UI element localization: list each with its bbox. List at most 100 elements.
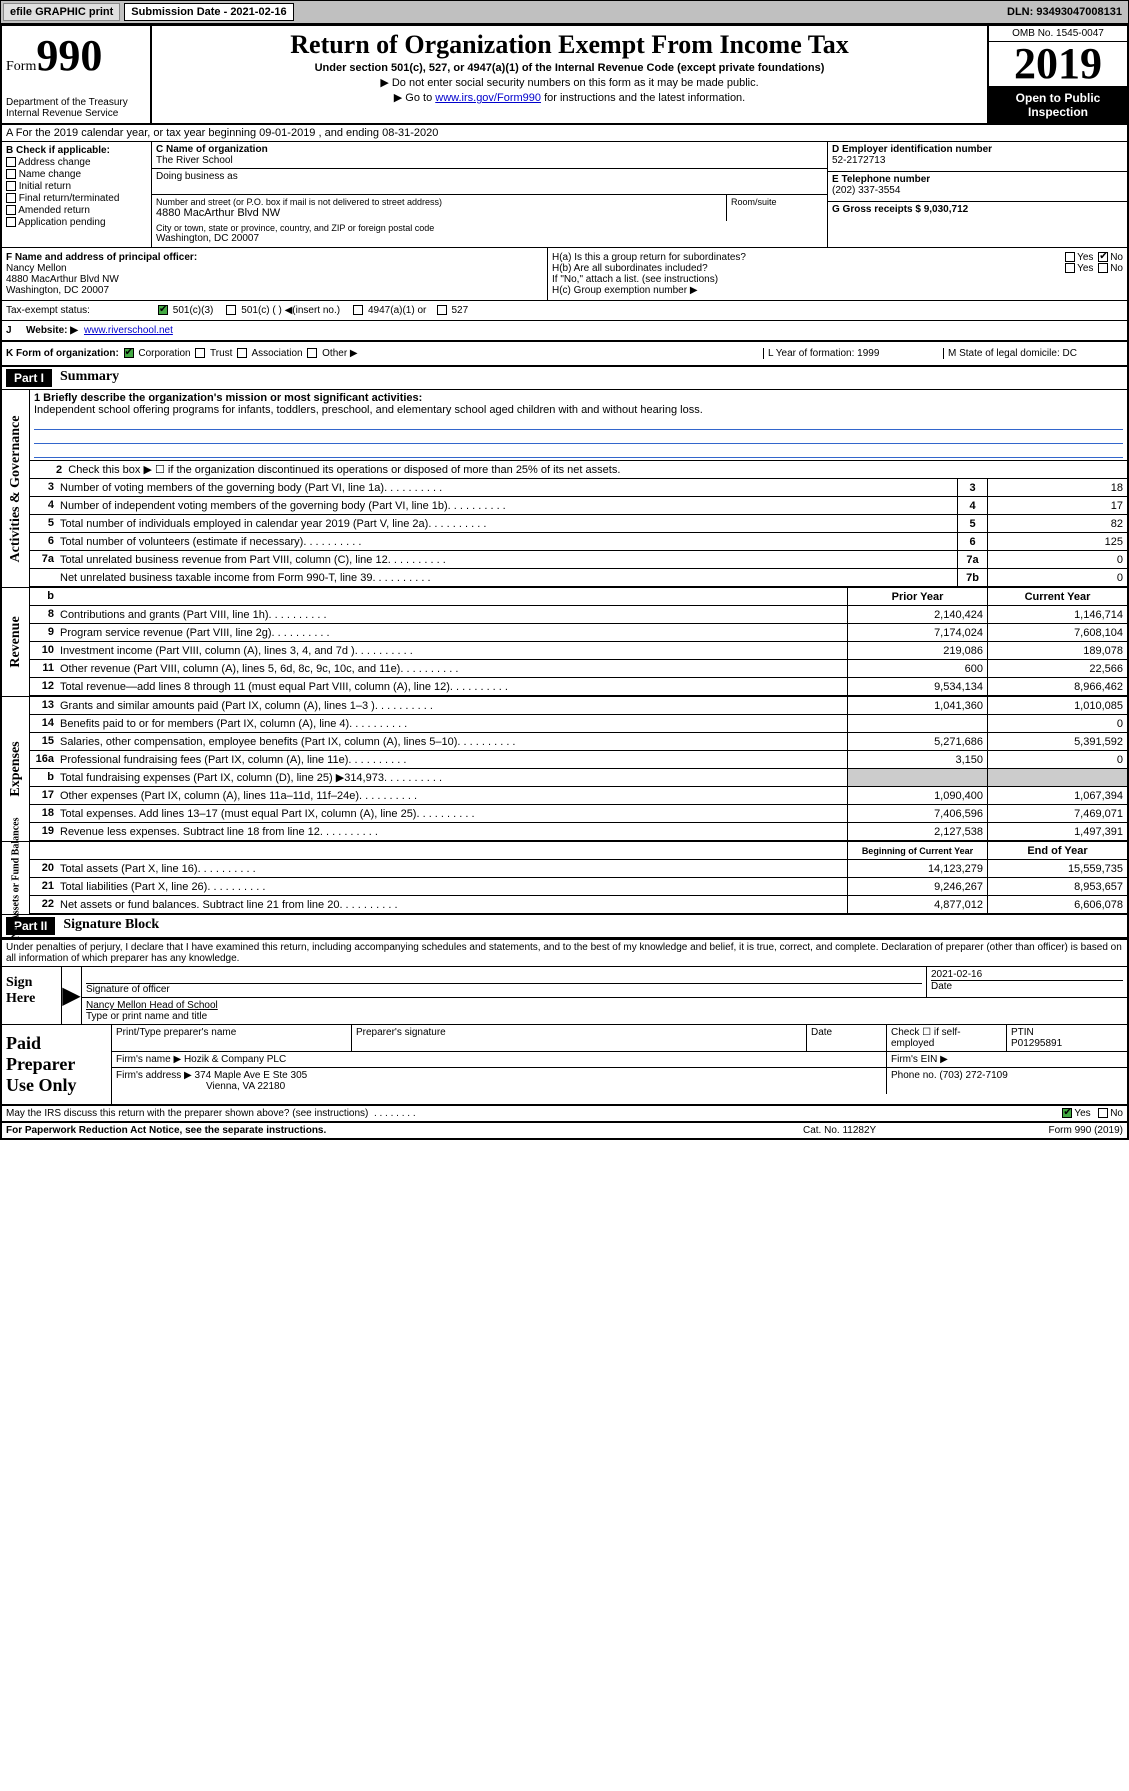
sign-arrow-icon: ▶ [62, 967, 82, 1024]
chk-amended[interactable]: Amended return [6, 205, 147, 216]
line-2: 2 Check this box ▶ ☐ if the organization… [30, 461, 1127, 479]
officer-addr1: 4880 MacArthur Blvd NW [6, 274, 543, 285]
irs-link[interactable]: www.irs.gov/Form990 [435, 92, 541, 104]
summary-line: 22Net assets or fund balances. Subtract … [30, 896, 1127, 914]
instructions-note: ▶ Go to www.irs.gov/Form990 for instruct… [158, 91, 981, 104]
tax-status-row: Tax-exempt status: 501(c)(3) 501(c) ( ) … [2, 301, 1127, 321]
entity-block: B Check if applicable: Address change Na… [2, 142, 1127, 248]
org-name-cell: C Name of organization The River School [152, 142, 827, 169]
officer-addr2: Washington, DC 20007 [6, 285, 543, 296]
summary-line: 13Grants and similar amounts paid (Part … [30, 697, 1127, 715]
prep-date-label: Date [807, 1025, 887, 1051]
summary-line: 4Number of independent voting members of… [30, 497, 1127, 515]
phone-cell: E Telephone number (202) 337-3554 [828, 172, 1127, 202]
part2-header: Part II Signature Block [2, 915, 1127, 938]
dln-label: DLN: 93493047008131 [1007, 6, 1126, 18]
firm-addr-cell: Firm's address ▶ 374 Maple Ave E Ste 305… [112, 1068, 887, 1094]
section-b-label: B Check if applicable: [6, 145, 147, 156]
discuss-row: May the IRS discuss this return with the… [2, 1106, 1127, 1123]
col-headers-rev: b Prior Year Current Year [30, 588, 1127, 606]
address-row: Number and street (or P.O. box if mail i… [152, 195, 827, 221]
dba-cell: Doing business as [152, 169, 827, 195]
paid-preparer-label: Paid Preparer Use Only [2, 1025, 112, 1104]
sig-officer-label: Signature of officer [86, 983, 922, 995]
ptin-cell: PTINP01295891 [1007, 1025, 1127, 1051]
summary-line: 11Other revenue (Part VIII, column (A), … [30, 660, 1127, 678]
form-number-footer: Form 990 (2019) [983, 1125, 1123, 1136]
hc-row: H(c) Group exemption number ▶ [552, 285, 1123, 296]
side-tab-na: Net Assets or Fund Balances [10, 818, 21, 939]
summary-line: 17Other expenses (Part IX, column (A), l… [30, 787, 1127, 805]
summary-line: 7aTotal unrelated business revenue from … [30, 551, 1127, 569]
summary-line: 14Benefits paid to or for members (Part … [30, 715, 1127, 733]
ssn-note: ▶ Do not enter social security numbers o… [158, 76, 981, 89]
summary-line: 16aProfessional fundraising fees (Part I… [30, 751, 1127, 769]
gross-receipts: G Gross receipts $ 9,030,712 [828, 202, 1127, 232]
paid-preparer-block: Paid Preparer Use Only Print/Type prepar… [2, 1024, 1127, 1106]
summary-line: 5Total number of individuals employed in… [30, 515, 1127, 533]
chk-initial-return[interactable]: Initial return [6, 181, 147, 192]
officer-label: F Name and address of principal officer: [6, 252, 543, 263]
summary-line: 8Contributions and grants (Part VIII, li… [30, 606, 1127, 624]
firm-ein-label: Firm's EIN ▶ [887, 1052, 1127, 1067]
chk-final-return[interactable]: Final return/terminated [6, 193, 147, 204]
self-employed-check[interactable]: Check ☐ if self-employed [887, 1025, 1007, 1051]
perjury-declaration: Under penalties of perjury, I declare th… [2, 940, 1127, 967]
city-cell: City or town, state or province, country… [152, 221, 827, 247]
form-subtitle: Under section 501(c), 527, or 4947(a)(1)… [158, 62, 981, 74]
form-title: Return of Organization Exempt From Incom… [158, 30, 981, 60]
ha-row: H(a) Is this a group return for subordin… [552, 252, 1123, 263]
prep-sig-label: Preparer's signature [352, 1025, 807, 1051]
officer-name-title: Nancy Mellon Head of School [86, 1000, 1123, 1011]
website-row: J Website: ▶ www.riverschool.net [2, 321, 1127, 342]
tax-year-period: A For the 2019 calendar year, or tax yea… [2, 125, 1127, 142]
tax-year: 2019 [989, 42, 1127, 87]
website-link[interactable]: www.riverschool.net [84, 325, 173, 336]
form-org-row: K Form of organization: Corporation Trus… [2, 342, 1127, 367]
officer-name: Nancy Mellon [6, 263, 543, 274]
dept-treasury: Department of the Treasury Internal Reve… [6, 97, 146, 119]
summary-line: bTotal fundraising expenses (Part IX, co… [30, 769, 1127, 787]
form-header: Form990 Department of the Treasury Inter… [2, 26, 1127, 125]
public-inspection: Open to Public Inspection [989, 87, 1127, 123]
summary-line: 18Total expenses. Add lines 13–17 (must … [30, 805, 1127, 823]
sign-here-label: Sign Here [2, 967, 62, 1024]
activities-governance-section: Activities & Governance 1 Briefly descri… [2, 390, 1127, 587]
net-assets-section: Net Assets or Fund Balances Beginning of… [2, 841, 1127, 915]
side-tab-exp: Expenses [8, 741, 24, 796]
form-990: Form990 Department of the Treasury Inter… [0, 24, 1129, 1140]
form-footer: For Paperwork Reduction Act Notice, see … [2, 1123, 1127, 1138]
summary-line: 12Total revenue—add lines 8 through 11 (… [30, 678, 1127, 696]
hb-row: H(b) Are all subordinates included? Yes … [552, 263, 1123, 274]
signature-block: Under penalties of perjury, I declare th… [2, 938, 1127, 1024]
firm-phone: Phone no. (703) 272-7109 [887, 1068, 1127, 1094]
chk-app-pending[interactable]: Application pending [6, 217, 147, 228]
chk-address-change[interactable]: Address change [6, 157, 147, 168]
paperwork-notice: For Paperwork Reduction Act Notice, see … [6, 1125, 803, 1136]
line-1: 1 Briefly describe the organization's mi… [30, 390, 1127, 461]
prep-name-label: Print/Type preparer's name [112, 1025, 352, 1051]
side-tab-gov: Activities & Governance [8, 415, 24, 562]
top-toolbar: efile GRAPHIC print Submission Date - 20… [0, 0, 1129, 24]
officer-group-row: F Name and address of principal officer:… [2, 248, 1127, 301]
sig-date-label: Date [931, 980, 1123, 992]
summary-line: 9Program service revenue (Part VIII, lin… [30, 624, 1127, 642]
cat-number: Cat. No. 11282Y [803, 1125, 983, 1136]
sig-date: 2021-02-16 [931, 969, 1123, 980]
summary-line: 20Total assets (Part X, line 16)14,123,2… [30, 860, 1127, 878]
chk-name-change[interactable]: Name change [6, 169, 147, 180]
summary-line: 6Total number of volunteers (estimate if… [30, 533, 1127, 551]
firm-name-cell: Firm's name ▶ Hozik & Company PLC [112, 1052, 887, 1067]
summary-line: 19Revenue less expenses. Subtract line 1… [30, 823, 1127, 841]
part1-header: Part I Summary [2, 367, 1127, 390]
ein-cell: D Employer identification number 52-2172… [828, 142, 1127, 172]
efile-print-button[interactable]: efile GRAPHIC print [3, 3, 120, 21]
submission-date: Submission Date - 2021-02-16 [124, 3, 293, 21]
summary-line: 15Salaries, other compensation, employee… [30, 733, 1127, 751]
name-title-label: Type or print name and title [86, 1011, 1123, 1022]
revenue-section: Revenue b Prior Year Current Year 8Contr… [2, 587, 1127, 696]
expenses-section: Expenses 13Grants and similar amounts pa… [2, 696, 1127, 841]
side-tab-rev: Revenue [8, 616, 24, 667]
summary-line: 3Number of voting members of the governi… [30, 479, 1127, 497]
form-number: Form990 [6, 30, 146, 81]
